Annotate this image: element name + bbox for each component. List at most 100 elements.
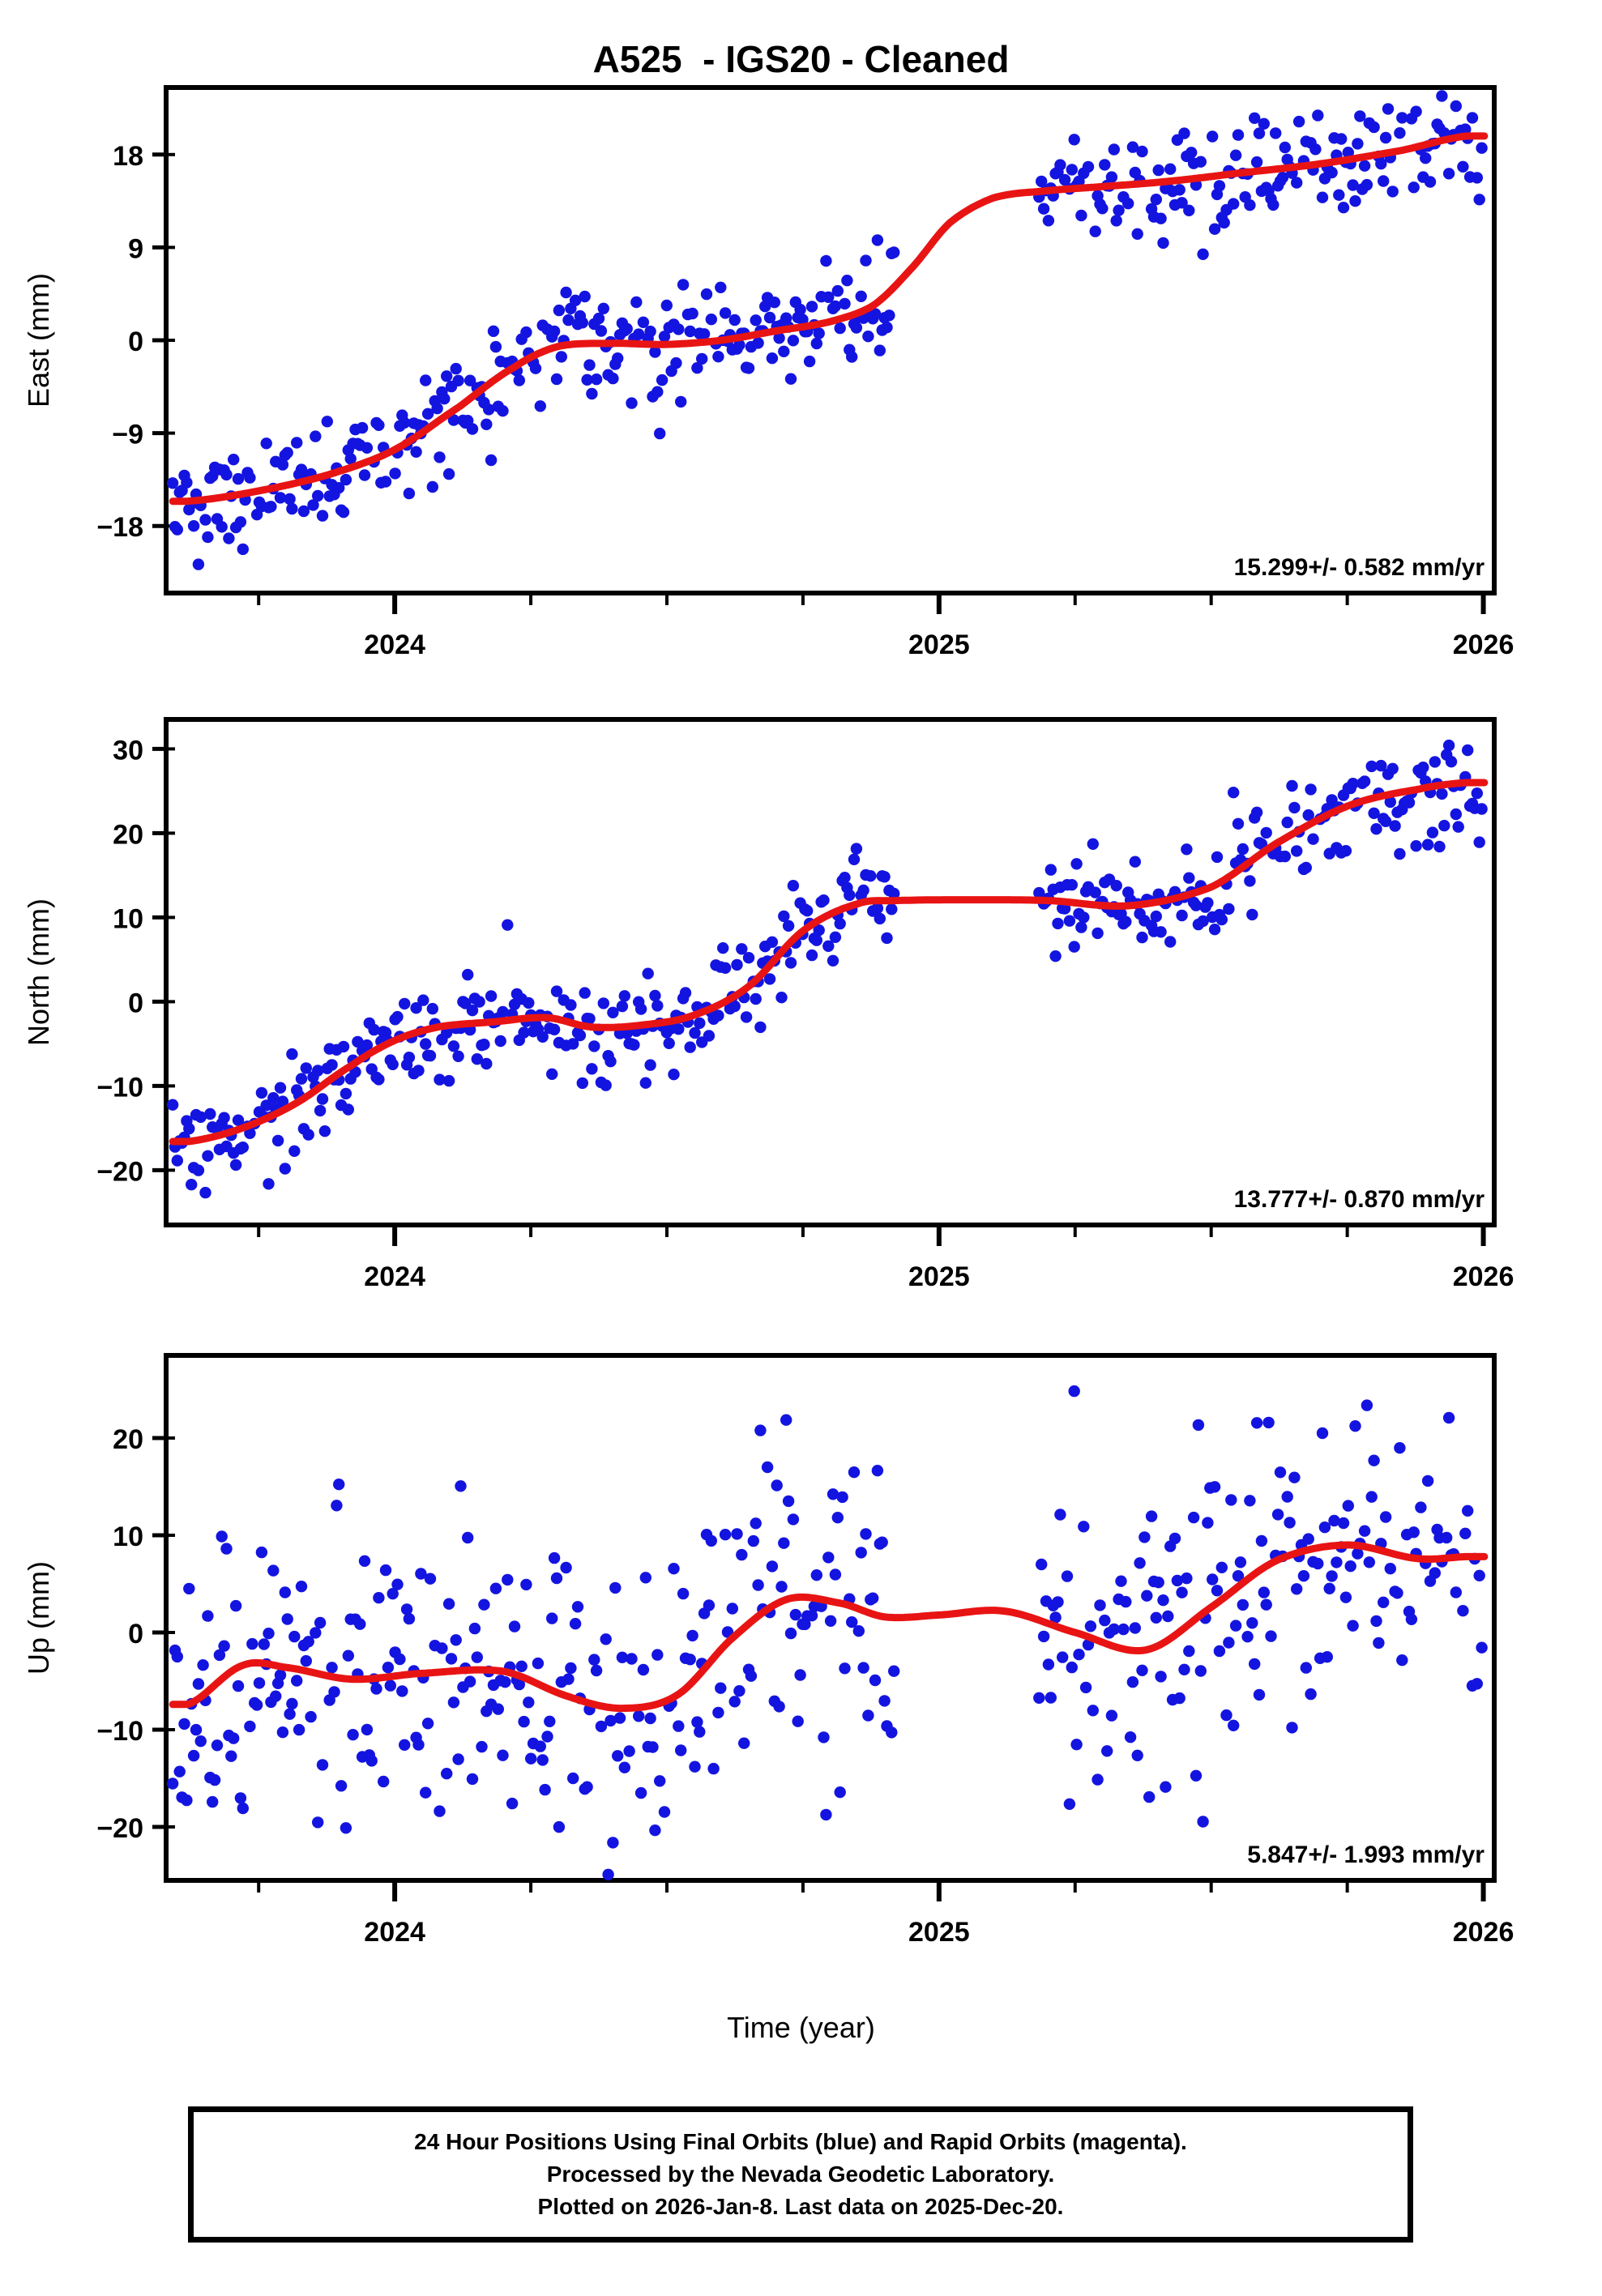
data-point: [602, 1868, 614, 1880]
data-point: [623, 1745, 635, 1757]
data-point: [626, 397, 638, 409]
data-point: [352, 1035, 364, 1048]
data-point: [1442, 1411, 1455, 1424]
data-point: [1312, 1557, 1324, 1570]
plot-panel-north: 30 20 10 0 −10 −20 2024 2025 2026 North (mm) 13.77…: [0, 705, 1602, 1288]
data-point: [302, 1636, 314, 1648]
data-point: [450, 362, 462, 375]
data-point: [293, 1723, 305, 1736]
data-point: [452, 1753, 464, 1765]
data-point: [579, 987, 591, 999]
data-point: [199, 514, 211, 526]
data-point: [871, 1465, 884, 1477]
footer-line-1: 24 Hour Positions Using Final Orbits (bl…: [414, 2129, 1187, 2155]
data-point: [1386, 762, 1399, 775]
data-point: [1207, 1573, 1219, 1585]
data-point: [1129, 1622, 1142, 1634]
data-point: [634, 1003, 647, 1015]
data-point: [1373, 1637, 1385, 1649]
data-point: [415, 1568, 427, 1580]
data-point: [569, 294, 582, 306]
data-point: [700, 288, 713, 301]
data-point: [442, 1598, 455, 1610]
data-point: [691, 362, 703, 374]
data-point: [705, 1534, 717, 1547]
data-point: [1181, 843, 1193, 856]
data-point: [1281, 1491, 1293, 1503]
data-point: [455, 1480, 467, 1492]
data-point: [314, 1104, 327, 1117]
data-point: [1279, 850, 1292, 863]
data-point: [1124, 1731, 1137, 1743]
data-point: [719, 962, 732, 974]
data-point: [1429, 1567, 1442, 1579]
data-point: [1379, 1511, 1392, 1523]
data-point: [281, 1613, 293, 1625]
data-point: [436, 1642, 448, 1654]
data-point: [539, 1783, 551, 1796]
data-point: [358, 1555, 371, 1567]
data-point: [286, 502, 298, 515]
data-point: [673, 1720, 685, 1732]
data-point: [1108, 1623, 1121, 1636]
data-point: [1394, 1442, 1406, 1454]
data-point: [333, 482, 345, 494]
data-point: [1391, 1587, 1403, 1599]
data-point: [431, 402, 443, 415]
data-point: [276, 459, 289, 471]
data-point: [1063, 915, 1076, 927]
data-point: [228, 1732, 240, 1744]
data-point: [869, 308, 882, 320]
data-point: [824, 1615, 837, 1627]
data-point: [780, 312, 792, 324]
data-point: [607, 1006, 619, 1018]
data-point: [1378, 175, 1390, 187]
data-point: [1438, 819, 1450, 832]
data-point: [742, 952, 755, 964]
data-point: [489, 340, 502, 353]
data-point: [211, 1739, 224, 1752]
data-point: [318, 1125, 331, 1137]
data-point: [518, 1026, 530, 1039]
data-point: [1292, 115, 1305, 128]
data-point: [361, 442, 374, 454]
data-point: [712, 1706, 724, 1719]
data-point: [462, 1531, 474, 1544]
data-point: [1309, 143, 1322, 156]
data-point: [1232, 129, 1245, 141]
data-point: [775, 1581, 788, 1593]
data-point: [677, 1587, 690, 1600]
data-point: [192, 558, 205, 570]
data-point: [1349, 1420, 1361, 1432]
data-point: [497, 1749, 509, 1761]
data-point: [712, 351, 724, 363]
data-point: [576, 317, 588, 329]
data-point: [846, 351, 858, 363]
data-point: [719, 307, 732, 319]
data-point: [1333, 189, 1345, 201]
data-point: [805, 301, 818, 313]
data-point: [1250, 156, 1263, 169]
data-point: [1131, 1749, 1143, 1761]
plot-panel-up: 20 10 0 −10 −20 2024 2025 2026 Up (mm) 5.847+/- 1…: [0, 1341, 1602, 1973]
data-point: [347, 1729, 359, 1741]
y-axis-title: Up (mm): [22, 1561, 55, 1675]
data-point: [1054, 1509, 1066, 1521]
data-point: [1473, 194, 1485, 206]
data-point: [1433, 840, 1446, 853]
data-point: [1164, 163, 1177, 175]
data-point: [660, 299, 673, 312]
data-point: [1045, 864, 1057, 876]
data-point: [1342, 1500, 1355, 1512]
data-point: [1326, 1570, 1338, 1582]
data-point: [1197, 248, 1209, 260]
data-point: [1253, 127, 1266, 139]
data-point: [370, 1683, 382, 1695]
data-point: [820, 1808, 832, 1821]
page-title: A525 - IGS20 - Cleaned: [592, 38, 1010, 80]
data-point: [403, 487, 416, 500]
data-point: [502, 919, 514, 931]
data-point: [1436, 787, 1448, 800]
data-point: [1042, 215, 1055, 227]
data-point: [1115, 1575, 1127, 1587]
